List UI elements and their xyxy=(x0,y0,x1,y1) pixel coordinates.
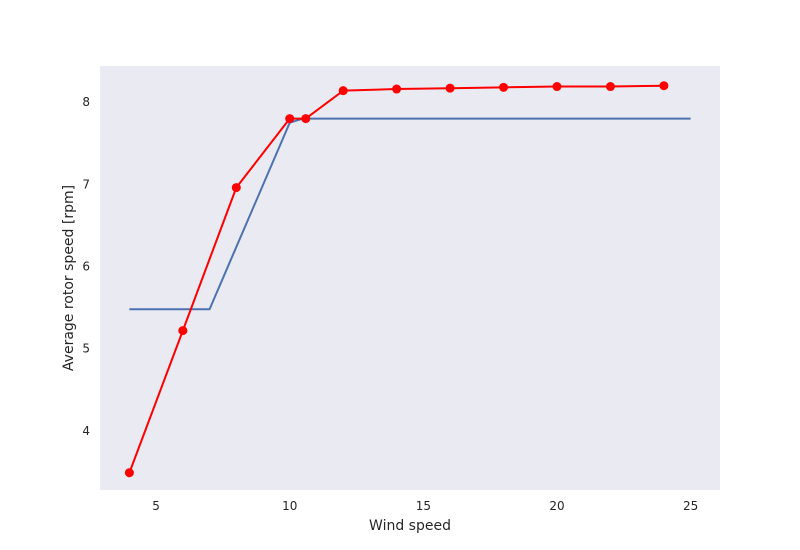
series-2-point xyxy=(659,81,669,91)
series-2-point xyxy=(552,82,562,92)
series-2-point xyxy=(231,183,241,193)
series-2-point xyxy=(445,83,455,93)
x-tick-label: 25 xyxy=(683,499,698,513)
plot-area xyxy=(100,66,720,490)
x-tick-label: 15 xyxy=(416,499,431,513)
x-tick-label: 5 xyxy=(152,499,160,513)
series-2-point xyxy=(124,468,134,478)
series-layer xyxy=(124,81,691,478)
y-tick-label: 8 xyxy=(82,95,90,109)
x-axis-label: Wind speed xyxy=(369,518,451,534)
x-tick-label: 20 xyxy=(549,499,564,513)
y-tick-label: 5 xyxy=(82,342,90,356)
series-2-point xyxy=(392,84,402,94)
y-tick-label: 7 xyxy=(82,177,90,191)
series-2-point xyxy=(338,86,348,96)
series-2-point xyxy=(301,114,311,124)
y-tick-label: 6 xyxy=(82,259,90,273)
series-2-point xyxy=(605,82,615,92)
y-axis-label: Average rotor speed [rpm] xyxy=(61,185,77,371)
series-2-point xyxy=(285,114,295,124)
y-tick-label: 4 xyxy=(82,424,90,438)
x-axis-ticks: 5 10 15 20 25 xyxy=(152,499,698,513)
series-2-point xyxy=(178,326,188,336)
x-tick-label: 10 xyxy=(282,499,297,513)
y-axis-ticks: 4 5 6 7 8 xyxy=(82,95,90,438)
series-2-line xyxy=(128,84,664,474)
series-2-point xyxy=(499,82,509,92)
